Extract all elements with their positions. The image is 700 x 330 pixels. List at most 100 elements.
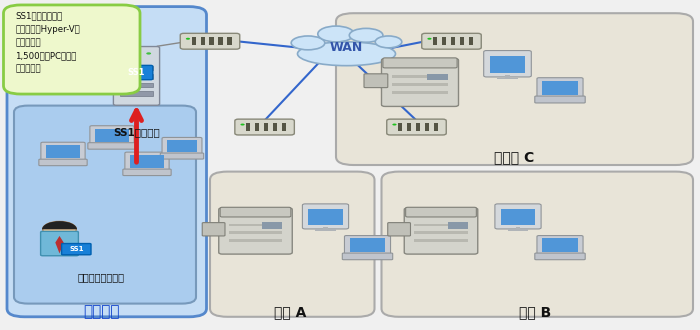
FancyBboxPatch shape <box>41 231 78 256</box>
Text: SS1サーバー: SS1サーバー <box>113 127 160 137</box>
FancyBboxPatch shape <box>406 207 476 217</box>
Wedge shape <box>42 221 77 229</box>
FancyBboxPatch shape <box>302 204 349 229</box>
Circle shape <box>43 221 76 237</box>
Bar <box>46 145 80 158</box>
Ellipse shape <box>291 36 325 50</box>
FancyBboxPatch shape <box>484 50 531 77</box>
Ellipse shape <box>318 26 354 42</box>
FancyBboxPatch shape <box>7 7 206 317</box>
Bar <box>130 155 164 168</box>
Bar <box>228 38 232 45</box>
Bar <box>309 209 342 225</box>
Bar <box>425 123 429 131</box>
Circle shape <box>186 38 190 40</box>
Bar <box>434 123 438 131</box>
FancyBboxPatch shape <box>62 244 91 255</box>
FancyBboxPatch shape <box>336 13 693 165</box>
Text: SS1: SS1 <box>127 68 146 77</box>
FancyBboxPatch shape <box>405 208 477 254</box>
Bar <box>490 56 525 73</box>
FancyBboxPatch shape <box>220 207 290 217</box>
Bar <box>323 227 328 230</box>
Bar <box>414 231 468 234</box>
FancyBboxPatch shape <box>218 208 293 254</box>
FancyBboxPatch shape <box>382 59 458 106</box>
Ellipse shape <box>349 28 383 42</box>
FancyBboxPatch shape <box>537 236 583 255</box>
Bar <box>229 231 282 234</box>
Bar <box>392 91 448 94</box>
Bar <box>469 38 473 45</box>
FancyBboxPatch shape <box>364 74 388 87</box>
Text: 支店 A: 支店 A <box>274 305 307 319</box>
Bar <box>542 238 578 252</box>
Bar <box>427 74 448 80</box>
Bar <box>416 123 420 131</box>
FancyBboxPatch shape <box>535 253 585 260</box>
FancyBboxPatch shape <box>113 47 160 105</box>
Bar <box>120 74 153 79</box>
Bar <box>460 38 464 45</box>
FancyBboxPatch shape <box>160 153 204 159</box>
Bar <box>273 123 277 131</box>
FancyBboxPatch shape <box>4 5 140 94</box>
Bar <box>264 123 268 131</box>
FancyBboxPatch shape <box>125 152 169 171</box>
Bar <box>246 123 251 131</box>
Bar <box>407 123 412 131</box>
Ellipse shape <box>375 36 402 48</box>
Bar <box>433 38 438 45</box>
Text: 横浜工場: 横浜工場 <box>83 304 120 319</box>
Bar <box>505 75 510 78</box>
Bar <box>192 38 196 45</box>
Circle shape <box>241 123 245 125</box>
FancyBboxPatch shape <box>421 33 482 49</box>
Bar <box>414 239 468 242</box>
Bar <box>120 66 153 70</box>
Bar <box>497 78 518 79</box>
Bar <box>448 222 468 229</box>
Bar <box>282 123 286 131</box>
Bar <box>501 209 535 225</box>
FancyBboxPatch shape <box>210 172 374 317</box>
Bar <box>120 91 153 96</box>
FancyBboxPatch shape <box>202 223 225 236</box>
Text: 営業所 C: 営業所 C <box>494 150 535 164</box>
FancyBboxPatch shape <box>495 204 541 229</box>
FancyBboxPatch shape <box>342 253 393 260</box>
Bar <box>167 140 197 152</box>
Bar <box>209 38 214 45</box>
FancyBboxPatch shape <box>123 169 171 176</box>
Bar <box>315 229 336 231</box>
FancyBboxPatch shape <box>38 159 88 166</box>
Bar <box>516 227 520 230</box>
FancyBboxPatch shape <box>382 172 693 317</box>
FancyBboxPatch shape <box>41 142 85 161</box>
Bar <box>95 128 129 142</box>
FancyBboxPatch shape <box>88 143 136 149</box>
Bar <box>392 83 448 85</box>
FancyBboxPatch shape <box>162 137 202 155</box>
Polygon shape <box>55 236 64 253</box>
Bar <box>229 224 282 226</box>
Circle shape <box>392 123 396 125</box>
FancyBboxPatch shape <box>537 78 583 98</box>
Text: WAN: WAN <box>330 41 363 54</box>
Circle shape <box>427 38 431 40</box>
FancyBboxPatch shape <box>235 119 294 135</box>
Bar <box>255 123 260 131</box>
Bar <box>392 75 448 78</box>
Bar <box>218 38 223 45</box>
FancyBboxPatch shape <box>344 236 391 255</box>
FancyBboxPatch shape <box>388 223 410 236</box>
Text: 支店 B: 支店 B <box>519 305 552 319</box>
Circle shape <box>146 52 151 54</box>
Bar <box>542 81 578 95</box>
Text: SS1: SS1 <box>69 246 83 252</box>
Text: 管理クライアント: 管理クライアント <box>78 272 125 282</box>
FancyBboxPatch shape <box>386 119 447 135</box>
Ellipse shape <box>298 42 396 66</box>
FancyBboxPatch shape <box>181 33 239 49</box>
FancyBboxPatch shape <box>120 65 153 80</box>
